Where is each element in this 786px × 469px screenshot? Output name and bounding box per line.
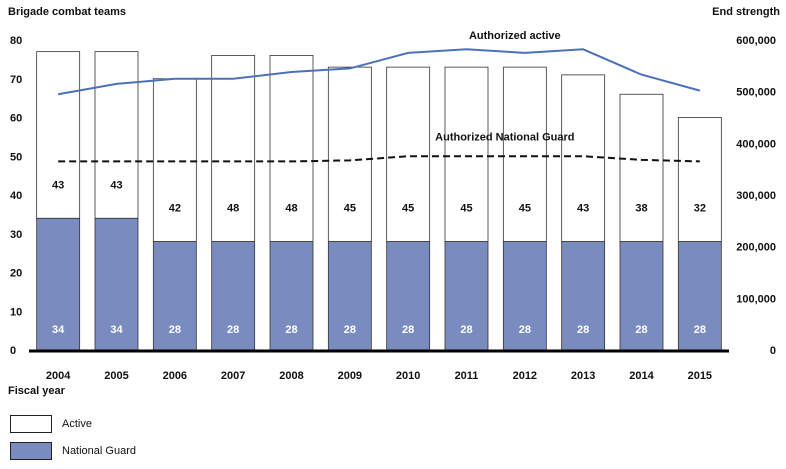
legend-swatch-guard (10, 442, 52, 460)
bar-active-2014 (619, 93, 664, 242)
line-authorized-national-guard (58, 155, 700, 163)
x-axis-title: Fiscal year (8, 385, 65, 397)
bar-guard-2009 (327, 241, 372, 351)
x-tick-label-2012: 2012 (513, 370, 537, 382)
right-axis-title: End strength (712, 6, 780, 18)
line-authorized-active (57, 48, 701, 96)
label-active-2015: 32 (694, 203, 706, 215)
bar-active-2004 (36, 51, 81, 219)
legend: Active National Guard (10, 415, 136, 469)
bar-guard-2011 (444, 241, 489, 351)
y2-tick-label-100000: 100,000 (736, 293, 776, 305)
label-active-2010: 45 (402, 203, 414, 215)
bar-guard-2010 (386, 241, 431, 351)
label-active-2011: 45 (460, 203, 472, 215)
label-guard-2015: 28 (694, 324, 706, 336)
bar-guard-2013 (561, 241, 606, 351)
label-active-2004: 43 (52, 179, 64, 191)
label-active-2008: 48 (285, 203, 297, 215)
x-tick-label-2009: 2009 (338, 370, 362, 382)
bar-active-2006 (152, 78, 197, 242)
label-guard-2008: 28 (285, 324, 297, 336)
annotation-authorized-active: Authorized active (469, 30, 561, 42)
bar-active-2008 (269, 55, 314, 242)
legend-item-guard: National Guard (10, 442, 136, 460)
y-tick-label-40: 40 (10, 190, 22, 202)
x-tick-label-2004: 2004 (46, 370, 71, 382)
x-tick-label-2005: 2005 (104, 370, 128, 382)
bar-active-2015 (677, 117, 722, 242)
y2-tick-label-500000: 500,000 (736, 87, 776, 99)
label-guard-2010: 28 (402, 324, 414, 336)
y-tick-label-10: 10 (10, 306, 22, 318)
bar-active-2009 (327, 66, 372, 242)
annotation-authorized-national-guard: Authorized National Guard (435, 131, 574, 143)
bar-active-2011 (444, 66, 489, 242)
label-active-2013: 43 (577, 203, 589, 215)
x-tick-label-2013: 2013 (571, 370, 595, 382)
x-tick-label-2014: 2014 (629, 370, 654, 382)
label-active-2009: 45 (344, 203, 356, 215)
x-tick-label-2015: 2015 (688, 370, 712, 382)
y2-tick-label-300000: 300,000 (736, 190, 776, 202)
label-guard-2005: 34 (110, 324, 123, 336)
bar-guard-2004 (36, 217, 81, 351)
label-guard-2009: 28 (344, 324, 356, 336)
label-guard-2004: 34 (52, 324, 65, 336)
y-tick-label-50: 50 (10, 151, 22, 163)
x-tick-label-2008: 2008 (279, 370, 303, 382)
label-active-2005: 43 (110, 179, 122, 191)
label-guard-2012: 28 (519, 324, 531, 336)
left-axis-title: Brigade combat teams (8, 6, 126, 18)
y2-tick-label-0: 0 (770, 345, 776, 357)
legend-swatch-active (10, 415, 52, 433)
label-active-2007: 48 (227, 203, 239, 215)
bar-guard-2015 (677, 241, 722, 351)
bar-active-2013 (561, 74, 606, 242)
label-guard-2011: 28 (460, 324, 472, 336)
label-active-2012: 45 (519, 203, 531, 215)
bar-active-2005 (94, 51, 139, 219)
x-tick-label-2007: 2007 (221, 370, 245, 382)
label-guard-2006: 28 (169, 324, 181, 336)
bar-active-2010 (386, 66, 431, 242)
y-tick-label-70: 70 (10, 74, 22, 86)
label-guard-2007: 28 (227, 324, 239, 336)
bar-guard-2014 (619, 241, 664, 351)
label-guard-2014: 28 (635, 324, 647, 336)
label-guard-2013: 28 (577, 324, 589, 336)
legend-item-active: Active (10, 415, 136, 433)
bar-guard-2012 (502, 241, 547, 351)
y-tick-label-60: 60 (10, 113, 22, 125)
y-tick-label-0: 0 (10, 345, 16, 357)
y2-tick-label-400000: 400,000 (736, 138, 776, 150)
x-tick-label-2010: 2010 (396, 370, 420, 382)
y-tick-label-80: 80 (10, 35, 22, 47)
x-tick-label-2011: 2011 (455, 370, 479, 382)
bar-active-2012 (502, 66, 547, 242)
x-tick-label-2006: 2006 (163, 370, 187, 382)
legend-label-active: Active (62, 418, 92, 430)
bar-active-2007 (211, 55, 256, 242)
legend-label-guard: National Guard (62, 445, 136, 457)
y-tick-label-20: 20 (10, 268, 22, 280)
label-active-2014: 38 (635, 203, 647, 215)
label-active-2006: 42 (169, 203, 181, 215)
y2-tick-label-600000: 600,000 (736, 35, 776, 47)
y2-tick-label-200000: 200,000 (736, 242, 776, 254)
y-tick-label-30: 30 (10, 229, 22, 241)
